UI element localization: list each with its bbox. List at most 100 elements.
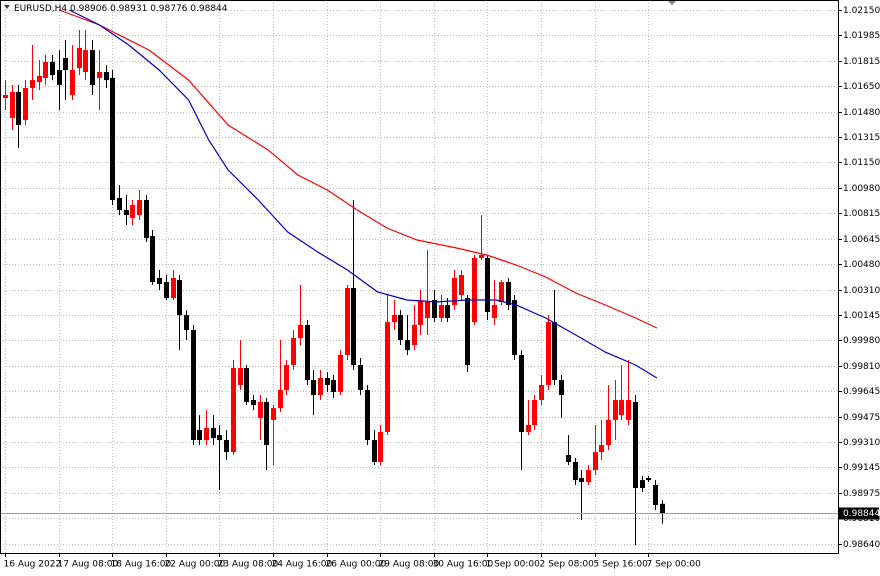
candle-body [519, 354, 524, 432]
candle-body [646, 477, 651, 481]
candle-body [613, 400, 618, 420]
candle-body [43, 61, 48, 78]
candle-body [97, 71, 102, 78]
candle-body [351, 287, 356, 366]
y-tick-label: 1.00815 [843, 209, 880, 219]
y-tick-label: 0.99645 [843, 387, 880, 397]
candle-body [499, 282, 504, 302]
candle-body [559, 380, 564, 395]
x-tick-label: 26 Aug 00:00 [326, 560, 387, 570]
y-tick-label: 1.00980 [843, 184, 880, 194]
candle-body [492, 305, 497, 318]
candle-body [70, 70, 75, 95]
candle-body [211, 428, 216, 439]
high-value: 0.98931 [110, 4, 147, 14]
candle-body [137, 200, 142, 216]
candle-body [479, 254, 484, 259]
y-tick-label: 1.00480 [843, 260, 880, 270]
candle-body [298, 324, 303, 339]
moving-average-line [69, 9, 658, 379]
low-value: 0.98776 [150, 4, 187, 14]
candle-body [30, 80, 35, 88]
y-tick-label: 1.01150 [843, 158, 880, 168]
candle-body [372, 440, 377, 462]
candle-body [264, 402, 269, 446]
candle-body [445, 305, 450, 318]
y-tick-label: 1.02150 [843, 6, 880, 16]
candle-body [83, 50, 88, 72]
candle-body [57, 70, 62, 85]
candle-body [10, 91, 15, 118]
x-tick-label: 1 Sep 00:00 [486, 560, 541, 570]
candle-body [465, 298, 470, 366]
candle-body [244, 368, 249, 403]
candle-body [452, 277, 457, 306]
y-tick-label: 1.00310 [843, 286, 880, 296]
candle-body [425, 301, 430, 318]
candle-body [258, 402, 263, 418]
candle-body [311, 380, 316, 395]
candle-body [459, 275, 464, 295]
plot [0, 9, 838, 546]
x-tick-label: 7 Sep 00:00 [647, 560, 702, 570]
close-value: 0.98844 [190, 4, 227, 14]
candle-body [472, 258, 477, 323]
candle-body [231, 368, 236, 453]
candle-body [593, 452, 598, 471]
y-tick-label: 1.01815 [843, 57, 880, 67]
candle-body [619, 400, 624, 416]
candle-body [546, 322, 551, 385]
y-tick-label: 0.99980 [843, 336, 880, 346]
candle-body [63, 57, 68, 71]
x-tick-label: 2 Sep 08:00 [540, 560, 595, 570]
candle-body [124, 210, 129, 216]
candle-body [586, 470, 591, 483]
menu-icon [4, 5, 10, 9]
x-tick-label: 30 Aug 16:00 [433, 560, 494, 570]
candle-body [278, 389, 283, 409]
y-tick-label: 0.99475 [843, 413, 880, 423]
candle-body [3, 94, 8, 99]
candle-body [171, 277, 176, 299]
candle-body [378, 431, 383, 462]
candle-body [626, 400, 631, 420]
x-tick-label: 29 Aug 08:00 [379, 560, 440, 570]
candle-body [338, 354, 343, 392]
y-tick-label: 0.99310 [843, 438, 880, 448]
candle-body [506, 282, 511, 306]
moving-average-line [59, 9, 658, 329]
y-tick-label: 1.01315 [843, 133, 880, 143]
candle-body [144, 200, 149, 239]
candle-body [660, 503, 665, 514]
candle-body [358, 365, 363, 390]
candle-body [157, 277, 162, 285]
y-tick-label: 1.01985 [843, 31, 880, 41]
candle-body [579, 477, 584, 483]
shift-marker [668, 1, 676, 5]
open-value: 0.98906 [70, 4, 107, 14]
plot-frame [0, 0, 839, 554]
y-tick-label: 1.00145 [843, 311, 880, 321]
candle-body [50, 61, 55, 76]
price-label: 0.98844 [843, 509, 880, 519]
candle-body [90, 50, 95, 85]
x-tick-label: 16 Aug 2022 [4, 560, 62, 570]
candle-body [418, 300, 423, 325]
candle-body [485, 258, 490, 313]
y-tick-label: 1.01480 [843, 108, 880, 118]
candle-body [345, 287, 350, 355]
chart-header: EURUSD,H4 0.98906 0.98931 0.98776 0.9884… [14, 4, 228, 14]
price-label-box [839, 507, 879, 520]
candle-body [251, 400, 256, 406]
candle-body [398, 315, 403, 341]
candle-body [150, 236, 155, 283]
candle-body [566, 454, 571, 462]
candle-body [318, 377, 323, 395]
candle-body [439, 305, 444, 318]
x-tick-label: 24 Aug 16:00 [272, 560, 333, 570]
x-tick-label: 17 Aug 08:00 [58, 560, 119, 570]
candle-body [284, 365, 289, 390]
candle-body [532, 400, 537, 425]
